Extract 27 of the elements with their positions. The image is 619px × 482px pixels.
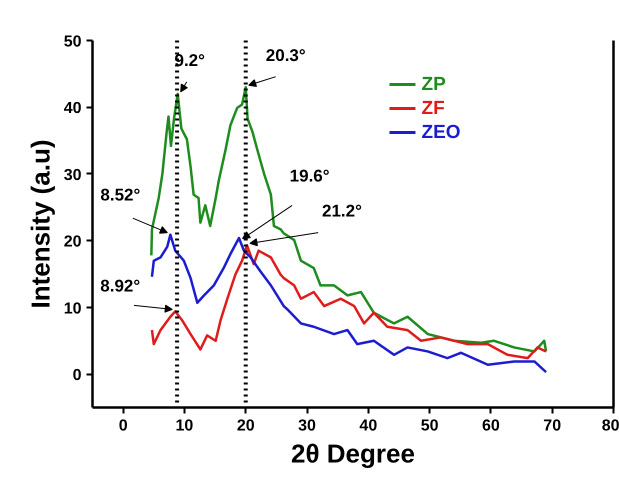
y-tick-label: 0 <box>72 367 82 384</box>
y-tick-label: 20 <box>64 234 82 251</box>
x-tick-label: 60 <box>482 418 500 434</box>
y-tick-label: 50 <box>64 34 82 50</box>
annotation: 8.52° <box>100 186 140 205</box>
x-tick-label: 30 <box>298 418 316 434</box>
x-tick-label: 70 <box>543 418 562 434</box>
annotation: 20.3° <box>266 46 306 66</box>
legend-label: ZP <box>421 74 446 96</box>
y-tick-label: 30 <box>64 166 82 184</box>
x-tick-label: 40 <box>359 418 378 434</box>
x-tick-label: 0 <box>118 418 128 434</box>
y-axis-title: Intensity (a.u) <box>26 139 56 309</box>
x-tick-label: 50 <box>420 418 439 434</box>
annotation: 8.92° <box>100 276 140 296</box>
annotation: 19.6° <box>290 166 330 186</box>
x-tick-label: 20 <box>236 418 255 434</box>
annotation: 21.2° <box>322 201 362 220</box>
x-axis-title: 2θ Degree <box>291 438 415 468</box>
x-tick-label: 80 <box>602 418 619 434</box>
legend-label: ZEO <box>421 122 461 144</box>
line-series <box>150 233 548 374</box>
line-series <box>150 244 548 360</box>
y-tick-label: 10 <box>64 300 82 318</box>
legend-label: ZF <box>421 98 445 120</box>
x-tick-label: 10 <box>176 418 194 434</box>
y-tick-label: 40 <box>64 100 82 118</box>
